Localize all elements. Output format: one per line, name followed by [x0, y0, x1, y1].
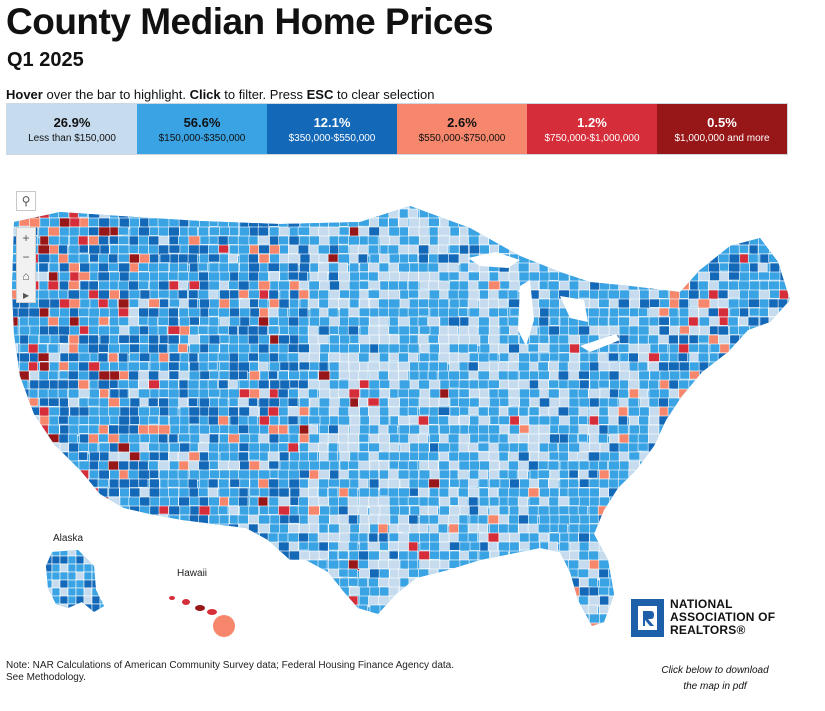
download-pdf-link[interactable]: Click below to download the map in pdf — [661, 665, 769, 692]
contiguous-us — [12, 206, 790, 626]
methodology-link[interactable]: See Methodology. — [6, 672, 86, 683]
lake-superior — [468, 252, 520, 268]
instr-click: Click — [189, 87, 221, 102]
legend-range: $750,000-$1,000,000 — [544, 132, 640, 144]
lake-huron — [560, 296, 588, 322]
legend-segment-150k-350k[interactable]: 56.6% $150,000-$350,000 — [137, 104, 267, 154]
legend-segment-350k-550k[interactable]: 12.1% $350,000-$550,000 — [267, 104, 397, 154]
map-nav-controls: + − ⌂ ▸ — [16, 227, 36, 303]
us-county-map[interactable] — [0, 190, 825, 650]
legend-segment-under-150k[interactable]: 26.9% Less than $150,000 — [7, 104, 137, 154]
legend-range: $1,000,000 and more — [674, 132, 770, 144]
legend-range: Less than $150,000 — [28, 132, 116, 144]
alaska-map — [46, 550, 104, 612]
legend-range: $350,000-$550,000 — [288, 132, 376, 144]
legend-pct: 26.9% — [53, 114, 91, 130]
legend-segment-750k-1m[interactable]: 1.2% $750,000-$1,000,000 — [527, 104, 657, 154]
home-icon[interactable]: ⌂ — [22, 268, 30, 283]
instr-hover: Hover — [6, 87, 43, 102]
legend-pct: 2.6% — [447, 114, 477, 130]
minus-icon[interactable]: − — [22, 249, 30, 264]
legend-pct: 56.6% — [183, 114, 221, 130]
realtor-r-icon — [631, 598, 664, 637]
logo-line-2: ASSOCIATION OF — [670, 610, 776, 624]
play-icon[interactable]: ▸ — [22, 287, 30, 302]
lake-michigan — [518, 280, 534, 346]
hawaii-map — [169, 596, 235, 637]
legend-pct: 1.2% — [577, 114, 607, 130]
legend-segment-550k-750k[interactable]: 2.6% $550,000-$750,000 — [397, 104, 527, 154]
legend-range: $150,000-$350,000 — [158, 132, 246, 144]
legend-bar: 26.9% Less than $150,000 56.6% $150,000-… — [6, 103, 788, 155]
logo-line-3: REALTORS® — [670, 623, 746, 637]
alaska-label: Alaska — [53, 533, 84, 544]
source-text: Note: NAR Calculations of American Commu… — [6, 660, 454, 671]
instr-text-1: over the bar to highlight. — [42, 87, 190, 102]
nar-logo[interactable]: NATIONAL ASSOCIATION OF REALTORS® — [631, 598, 775, 637]
legend-pct: 12.1% — [313, 114, 351, 130]
page-subtitle: Q1 2025 — [7, 49, 84, 71]
source-note: Note: NAR Calculations of American Commu… — [6, 660, 506, 684]
search-icon[interactable]: ⚲ — [16, 191, 36, 211]
legend-range: $550,000-$750,000 — [418, 132, 506, 144]
page-title: County Median Home Prices — [6, 1, 494, 42]
logo-line-1: NATIONAL — [670, 597, 733, 611]
instr-text-3: to clear selection — [333, 87, 435, 102]
legend-pct: 0.5% — [707, 114, 737, 130]
lake-erie — [580, 334, 620, 352]
instr-text-2: to filter. Press — [220, 87, 307, 102]
instr-esc: ESC — [306, 87, 334, 102]
instructions: Hover over the bar to highlight. Click t… — [6, 87, 435, 103]
plus-icon[interactable]: + — [22, 230, 30, 245]
hawaii-label: Hawaii — [177, 568, 208, 579]
legend-segment-over-1m[interactable]: 0.5% $1,000,000 and more — [657, 104, 787, 154]
